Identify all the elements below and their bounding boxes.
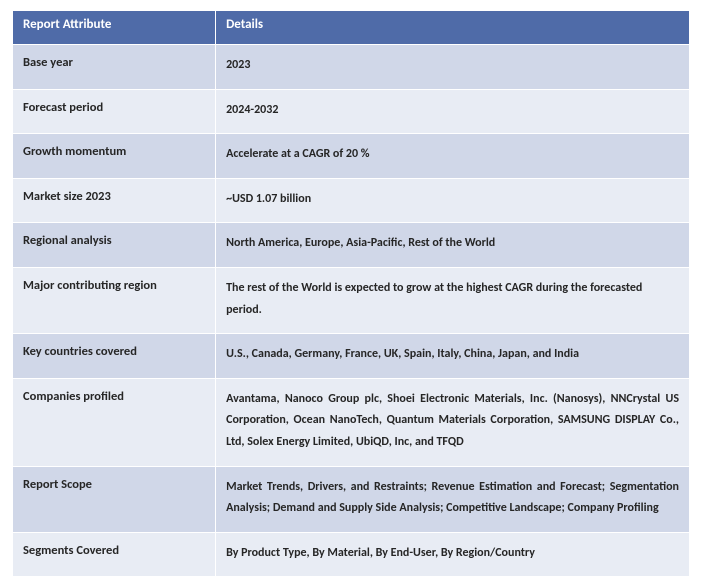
detail-cell: By Product Type, By Material, By End-Use…	[216, 532, 690, 577]
detail-cell: ~USD 1.07 billion	[216, 178, 690, 223]
attr-cell: Growth momentum	[13, 134, 216, 179]
detail-cell: The rest of the World is expected to gro…	[216, 267, 690, 333]
table-row: Market size 2023 ~USD 1.07 billion	[13, 178, 690, 223]
report-table: Report Attribute Details Base year 2023 …	[12, 10, 690, 577]
detail-cell: 2023	[216, 45, 690, 90]
detail-cell: Accelerate at a CAGR of 20 %	[216, 134, 690, 179]
detail-cell: North America, Europe, Asia-Pacific, Res…	[216, 223, 690, 268]
header-attr: Report Attribute	[13, 11, 216, 45]
header-detail: Details	[216, 11, 690, 45]
attr-cell: Market size 2023	[13, 178, 216, 223]
header-row: Report Attribute Details	[13, 11, 690, 45]
attr-cell: Forecast period	[13, 89, 216, 134]
table-row: Companies profiled Avantama, Nanoco Grou…	[13, 378, 690, 466]
attr-cell: Base year	[13, 45, 216, 90]
table-row: Growth momentum Accelerate at a CAGR of …	[13, 134, 690, 179]
table-row: Key countries covered U.S., Canada, Germ…	[13, 334, 690, 379]
table-row: Forecast period 2024-2032	[13, 89, 690, 134]
table-row: Regional analysis North America, Europe,…	[13, 223, 690, 268]
attr-cell: Regional analysis	[13, 223, 216, 268]
attr-cell: Major contributing region	[13, 267, 216, 333]
detail-cell: 2024-2032	[216, 89, 690, 134]
table-row: Major contributing region The rest of th…	[13, 267, 690, 333]
attr-cell: Companies profiled	[13, 378, 216, 466]
table-row: Segments Covered By Product Type, By Mat…	[13, 532, 690, 577]
table-row: Report Scope Market Trends, Drivers, and…	[13, 466, 690, 532]
detail-cell: Avantama, Nanoco Group plc, Shoei Electr…	[216, 378, 690, 466]
attr-cell: Key countries covered	[13, 334, 216, 379]
detail-cell: Market Trends, Drivers, and Restraints; …	[216, 466, 690, 532]
attr-cell: Report Scope	[13, 466, 216, 532]
attr-cell: Segments Covered	[13, 532, 216, 577]
detail-cell: U.S., Canada, Germany, France, UK, Spain…	[216, 334, 690, 379]
table-row: Base year 2023	[13, 45, 690, 90]
